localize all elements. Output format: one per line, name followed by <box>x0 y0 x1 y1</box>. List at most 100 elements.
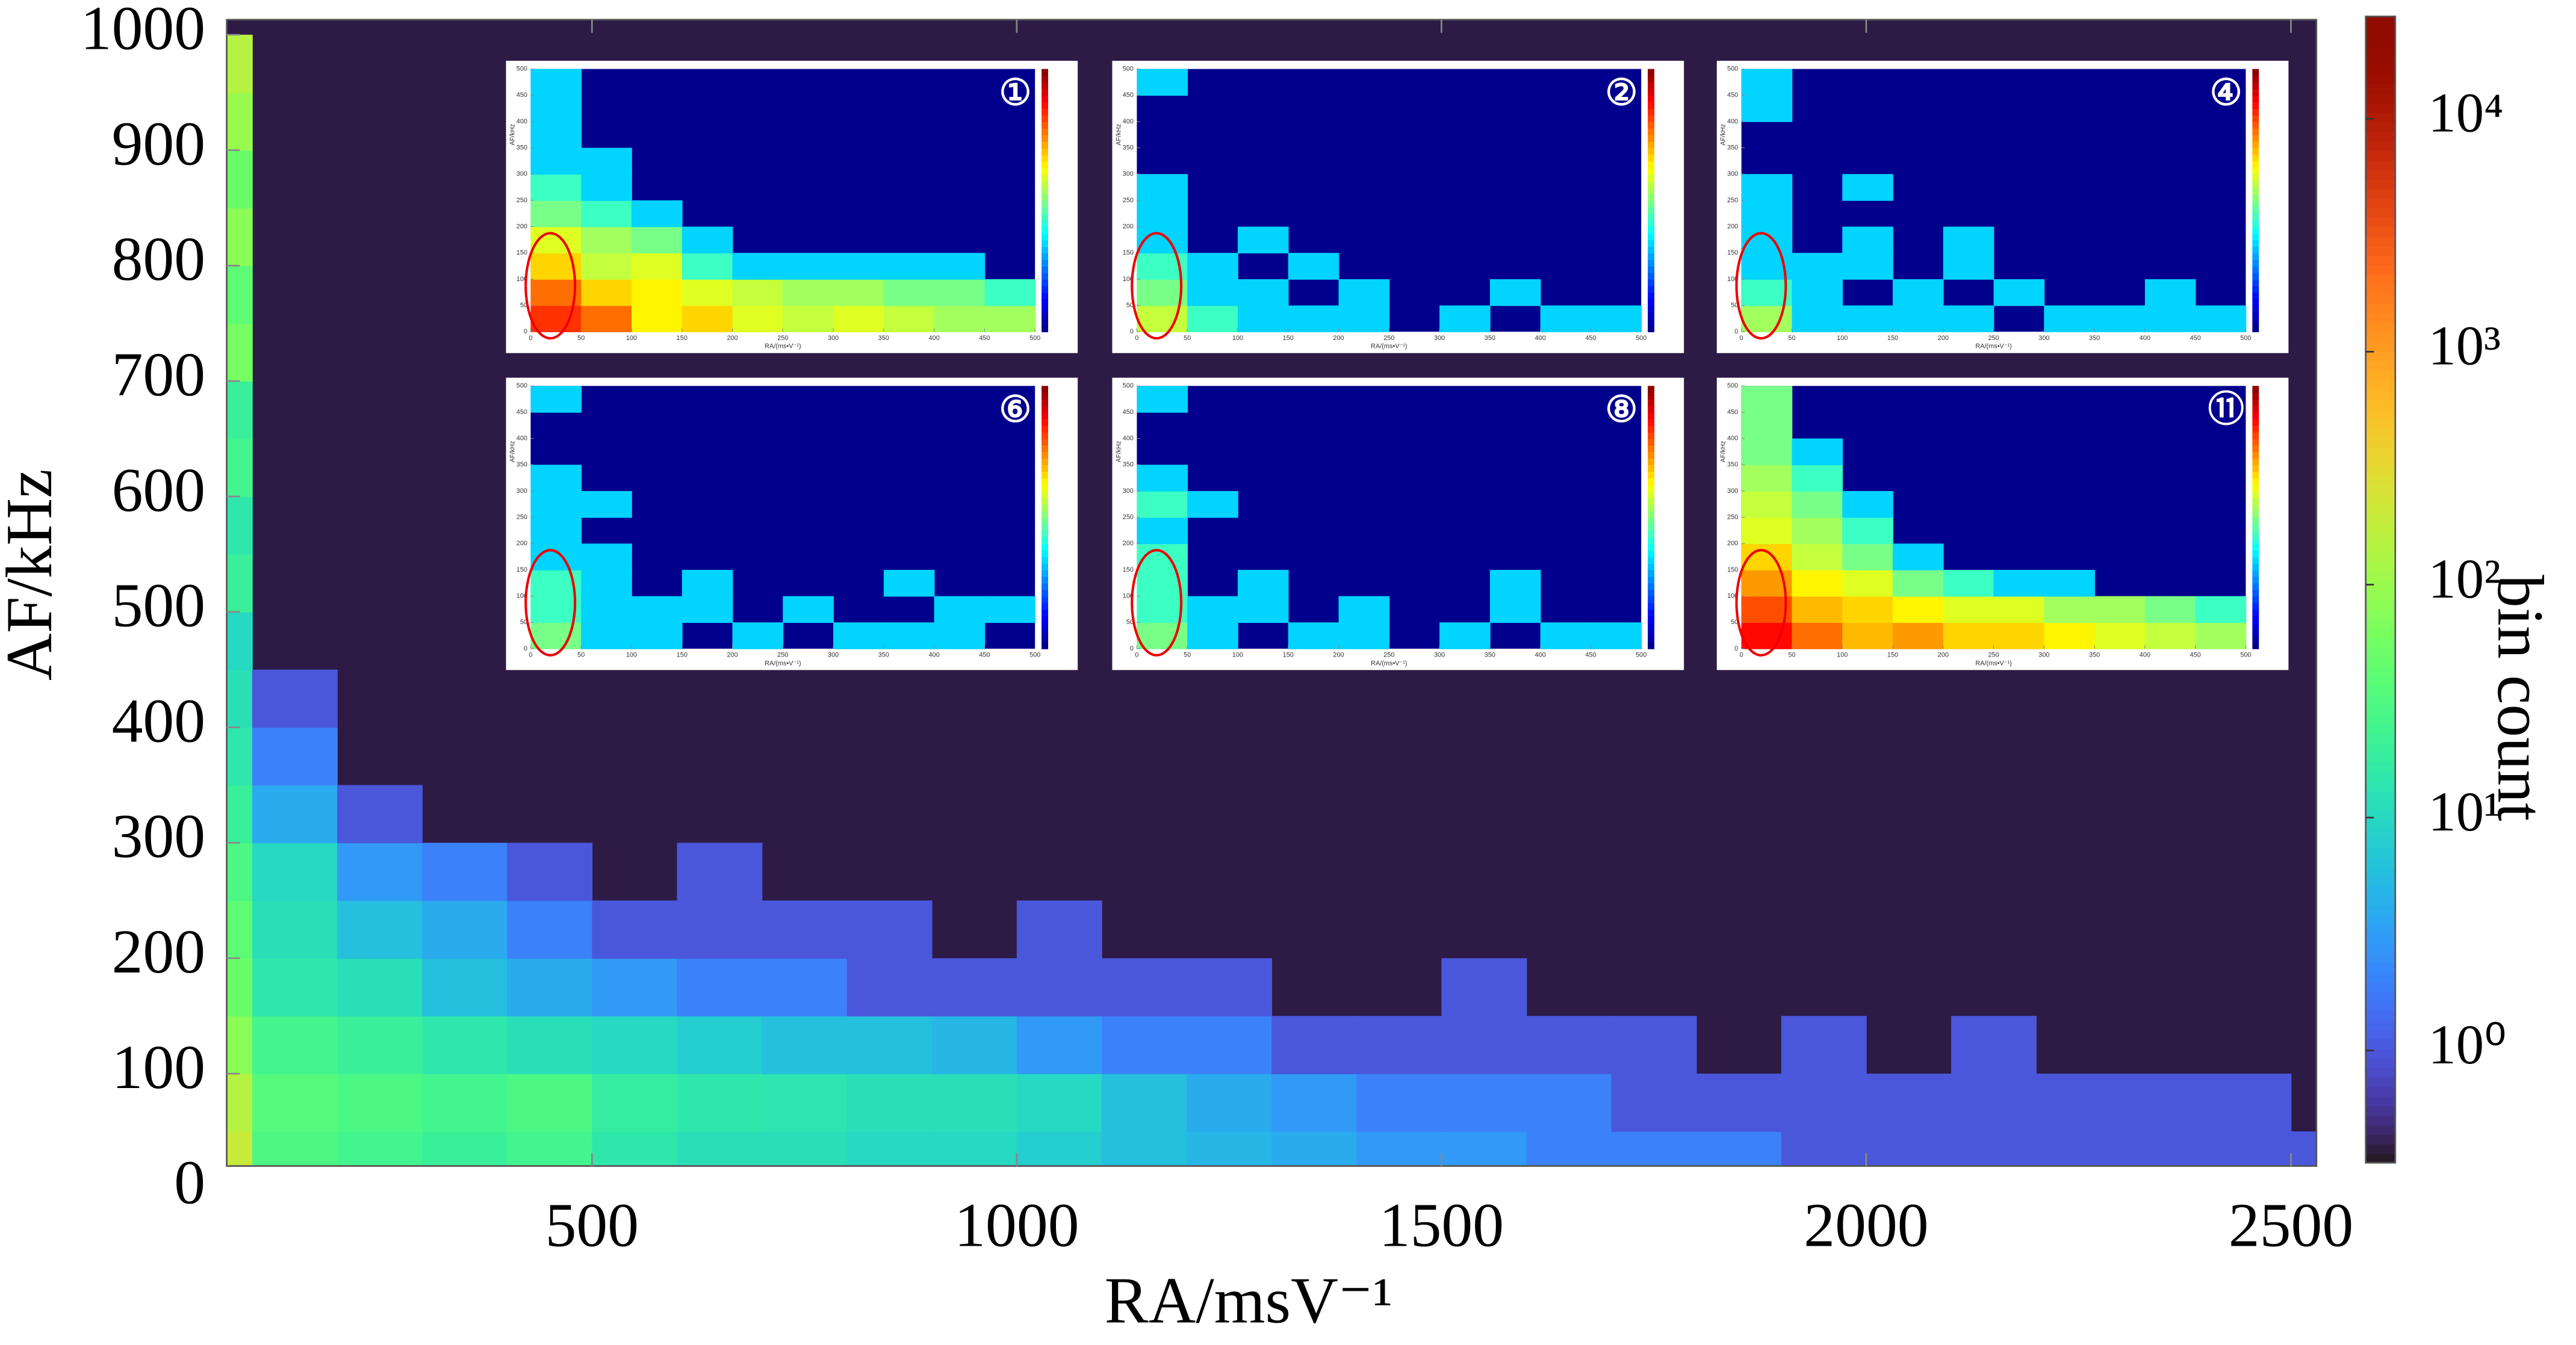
inset-colorbar-band <box>2252 181 2259 188</box>
colorbar-band <box>2365 981 2395 992</box>
inset-colorbar-band <box>1041 292 1049 300</box>
inset-x-tick-label: 0 <box>1740 335 1743 342</box>
inset-colorbar-band <box>1041 438 1049 446</box>
inset-colorbar-band <box>1648 412 1655 419</box>
inset-colorbar-band <box>1648 128 1655 135</box>
inset-colorbar-band <box>2252 312 2259 320</box>
colorbar-band <box>2365 93 2395 104</box>
heat-cell <box>833 253 884 280</box>
inset-colorbar-band <box>1648 406 1655 413</box>
heat-cell <box>252 900 338 959</box>
inset-x-tick-label: 100 <box>626 335 637 342</box>
heat-cell <box>1187 1074 1273 1132</box>
inset-y-tick-label: 50 <box>520 619 527 626</box>
heat-cell <box>1741 200 1793 227</box>
colorbar-band <box>2365 1077 2395 1087</box>
inset-y-tick-label: 150 <box>1123 249 1134 256</box>
heat-cell <box>1441 1016 1527 1074</box>
inset-x-tick-label: 150 <box>1887 335 1898 342</box>
inset-colorbar-band <box>1648 635 1655 643</box>
inset-colorbar-band <box>1041 102 1049 109</box>
inset-x-tick-label: 450 <box>979 652 990 659</box>
inset-y-tick-label: 350 <box>517 461 527 468</box>
inset-label: ② <box>1606 72 1638 114</box>
inset-colorbar-band <box>1041 167 1049 175</box>
colorbar-band <box>2365 446 2395 457</box>
inset-x-tick-label: 400 <box>929 652 940 659</box>
colorbar-band <box>2365 876 2395 887</box>
heat-cell <box>783 305 834 333</box>
inset-label: ⑪ <box>2208 388 2244 430</box>
heat-cell <box>1893 279 1944 306</box>
heat-cell <box>252 843 338 901</box>
heat-cell <box>226 439 253 497</box>
heat-cell <box>1792 543 1843 570</box>
inset-colorbar-band <box>2252 471 2259 478</box>
heat-cell <box>1741 69 1793 96</box>
heat-cell <box>783 596 834 623</box>
heat-cell <box>732 305 784 333</box>
heat-cell <box>1338 622 1390 649</box>
heat-cell <box>581 279 632 306</box>
heat-cell <box>1943 596 1994 623</box>
y-tick-label: 1000 <box>81 0 205 63</box>
inset-y-tick-label: 350 <box>1727 144 1738 151</box>
inset-colorbar-band <box>1041 279 1049 286</box>
heat-cell <box>1187 622 1238 649</box>
colorbar-band <box>2365 417 2395 428</box>
x-tick-label: 500 <box>545 1192 639 1260</box>
inset-colorbar-band <box>1041 569 1049 577</box>
colorbar-band <box>2365 283 2395 294</box>
inset-colorbar-band <box>1648 240 1655 247</box>
heat-cell <box>1338 305 1390 333</box>
heat-cell <box>883 622 935 649</box>
heat-cell <box>1781 1131 1867 1166</box>
colorbar-band <box>2365 360 2395 371</box>
heat-cell <box>252 1074 338 1132</box>
inset-x-tick-label: 200 <box>1333 335 1344 342</box>
heat-cell <box>1842 543 1893 570</box>
inset-x-tick-label: 250 <box>1383 652 1394 659</box>
inset-x-tick-label: 450 <box>979 335 990 342</box>
colorbar-band <box>2365 264 2395 276</box>
heat-cell <box>1792 622 1843 649</box>
heat-cell <box>337 1131 423 1166</box>
colorbar-band <box>2365 26 2395 37</box>
inset-colorbar-band <box>1041 240 1049 247</box>
inset-colorbar-band <box>1648 312 1655 320</box>
colorbar-band <box>2365 493 2395 505</box>
inset-x-tick-label: 450 <box>2190 335 2201 342</box>
inset-colorbar-band <box>2252 530 2259 538</box>
inset-colorbar-band <box>1648 386 1655 394</box>
colorbar-band <box>2365 704 2395 715</box>
heat-cell <box>1741 465 1793 492</box>
colorbar-band <box>2365 427 2395 438</box>
colorbar-band <box>2365 867 2395 877</box>
heat-cell <box>883 253 935 280</box>
inset-y-tick-label: 400 <box>1727 118 1738 125</box>
heat-cell <box>2094 305 2146 333</box>
heat-cell <box>846 900 933 959</box>
inset-colorbar-band <box>1041 206 1049 214</box>
heat-cell <box>507 1016 593 1074</box>
inset-colorbar-band <box>2252 550 2259 557</box>
heat-cell <box>507 1074 593 1132</box>
inset-colorbar-band <box>1041 412 1049 419</box>
x-axis-label: RA/msV⁻¹ <box>1105 1264 1392 1337</box>
heat-cell <box>1741 305 1793 333</box>
colorbar-band <box>2365 303 2395 314</box>
inset-y-tick-label: 50 <box>1126 301 1134 309</box>
inset-colorbar-band <box>2252 517 2259 525</box>
heat-cell <box>581 147 632 175</box>
inset-label: ④ <box>2210 72 2242 114</box>
inset-y-tick-label: 350 <box>517 144 527 151</box>
heat-cell <box>422 958 508 1016</box>
heat-cell <box>1741 412 1793 439</box>
heat-cell <box>1741 174 1793 201</box>
colorbar-tick-label: 10⁴ <box>2428 82 2503 144</box>
colorbar-band <box>2365 1067 2395 1078</box>
heat-cell <box>1943 569 1994 597</box>
heat-cell <box>422 1131 508 1166</box>
